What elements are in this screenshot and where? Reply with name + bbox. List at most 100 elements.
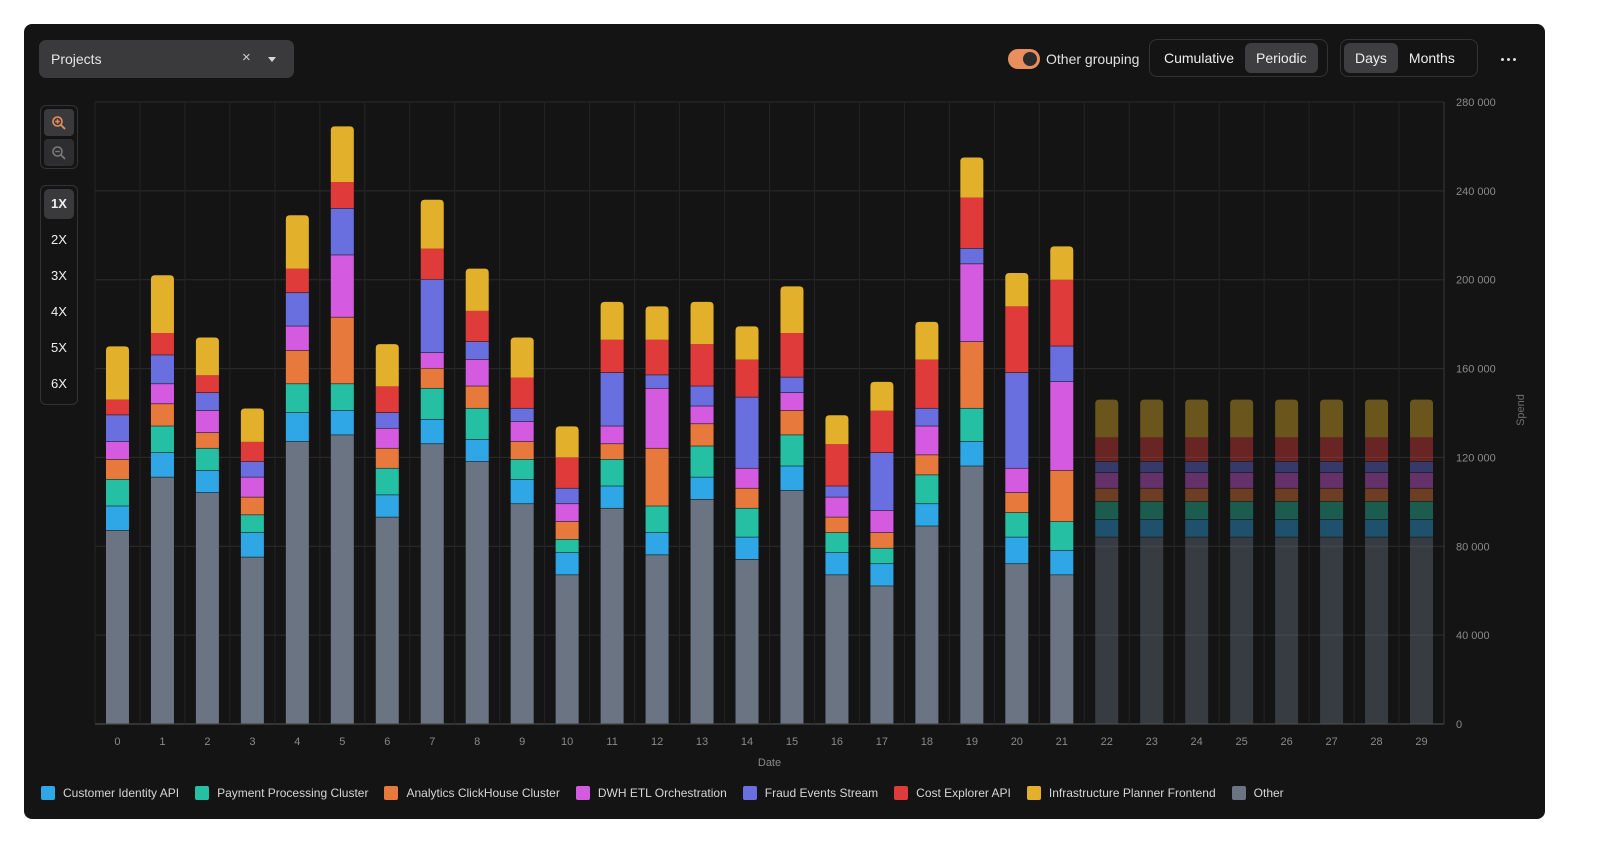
bar-segment	[1275, 399, 1299, 438]
bar-segment	[1005, 373, 1029, 468]
legend-item[interactable]: DWH ETL Orchestration	[575, 786, 727, 800]
bar-segment	[1275, 437, 1299, 462]
legend-label: Payment Processing Cluster	[217, 786, 369, 800]
bar-segment	[690, 446, 714, 477]
legend-label: Customer Identity API	[63, 786, 180, 800]
bar-segment	[285, 350, 309, 384]
bar-segment	[1365, 461, 1389, 473]
bar-segment	[1275, 501, 1299, 520]
multiplier-5x-button[interactable]: 5X	[51, 340, 67, 355]
legend-item[interactable]: Infrastructure Planner Frontend	[1026, 786, 1216, 800]
bar-segment	[960, 157, 984, 198]
y-axis-title: Spend	[1515, 394, 1527, 426]
x-tick-label: 0	[114, 736, 120, 748]
legend-item[interactable]: Fraud Events Stream	[742, 786, 878, 800]
bar-segment	[1185, 488, 1209, 502]
zoom-out-button[interactable]	[44, 139, 74, 166]
legend-swatch	[195, 786, 210, 800]
toggle-knob	[1023, 52, 1037, 66]
other-grouping-toggle[interactable]	[1008, 49, 1040, 69]
y-tick-label: 240 000	[1456, 186, 1496, 198]
more-horizontal-icon[interactable]	[1498, 48, 1520, 70]
bar-segment	[1050, 381, 1074, 471]
bar-segment	[690, 477, 714, 500]
bar-segment	[375, 495, 399, 517]
bar-segment	[600, 444, 624, 460]
bar-segment	[1185, 399, 1209, 438]
legend-item[interactable]: Analytics ClickHouse Cluster	[384, 786, 560, 800]
bar-segment	[150, 275, 174, 334]
bar-segment	[915, 526, 939, 724]
bar-segment	[600, 508, 624, 724]
bar-segment	[600, 373, 624, 426]
bar-segment	[1410, 399, 1434, 438]
stacked-bar-chart: 0 40 000 80 000 120 000 160 000 200 000 240 00…	[94, 97, 1527, 769]
bar-segment	[375, 517, 399, 724]
legend-item[interactable]: Payment Processing Cluster	[195, 786, 368, 800]
bar-segment	[645, 388, 669, 448]
x-tick-label: 12	[651, 736, 663, 748]
chart-legend: Customer Identity API Payment Processing …	[41, 786, 1300, 800]
bar-segment	[555, 552, 579, 575]
tab-months[interactable]: Months	[1408, 50, 1455, 66]
bar-segment	[1095, 519, 1119, 537]
bar-segment	[1365, 488, 1389, 502]
bar-segment	[735, 508, 759, 537]
tab-cumulative[interactable]: Cumulative	[1164, 50, 1235, 66]
y-tick-label: 200 000	[1456, 275, 1496, 287]
bar-segment	[420, 419, 444, 444]
projects-select[interactable]: Projects ×	[39, 40, 294, 78]
chevron-down-icon[interactable]	[268, 57, 276, 62]
chart-panel: Projects × Other grouping Cumulative Per…	[24, 24, 1545, 819]
bar-segment	[465, 268, 489, 311]
bar-segment	[825, 497, 849, 517]
zoom-in-button[interactable]	[44, 109, 74, 136]
bar-segment	[105, 530, 129, 724]
legend-item[interactable]: Other	[1231, 786, 1284, 800]
bar-segment	[465, 359, 489, 386]
bar-segment	[1050, 246, 1074, 280]
bar-segment	[1005, 273, 1029, 307]
bar-segment	[1140, 501, 1164, 520]
bar-segment	[780, 410, 804, 435]
multiplier-3x-button[interactable]: 3X	[51, 268, 67, 283]
bar-segment	[555, 504, 579, 522]
bar-segment	[195, 492, 219, 724]
bar-segment	[1140, 537, 1164, 724]
bar-segment	[870, 381, 894, 411]
bar-segment	[1365, 501, 1389, 520]
bar-segment	[150, 384, 174, 404]
x-tick-label: 26	[1280, 736, 1292, 748]
bar-segment	[510, 459, 534, 480]
x-tick-label: 6	[384, 736, 390, 748]
bar-segment	[870, 410, 894, 453]
bar-segment	[375, 448, 399, 468]
bar-segment	[1275, 488, 1299, 502]
bar-segment	[150, 333, 174, 355]
bar-segment	[105, 346, 129, 400]
multiplier-2x-button[interactable]: 2X	[51, 232, 67, 247]
legend-item[interactable]: Cost Explorer API	[894, 786, 1011, 800]
bar-segment	[1410, 537, 1434, 724]
clear-icon[interactable]: ×	[242, 49, 251, 66]
multiplier-6x-button[interactable]: 6X	[51, 376, 67, 391]
bar-segment	[1320, 472, 1344, 488]
bar-segment	[1140, 437, 1164, 462]
bar-segment	[780, 466, 804, 491]
bar-segment	[510, 377, 534, 408]
x-tick-label: 27	[1325, 736, 1337, 748]
bar-segment	[1230, 437, 1254, 462]
multiplier-4x-button[interactable]: 4X	[51, 304, 67, 319]
bar-segment	[870, 564, 894, 586]
tab-periodic[interactable]: Periodic	[1245, 43, 1318, 73]
x-tick-label: 17	[876, 736, 888, 748]
bar-segment	[285, 413, 309, 442]
y-tick-label: 80 000	[1456, 541, 1490, 553]
x-tick-label: 4	[294, 736, 300, 748]
multiplier-1x-button[interactable]: 1X	[44, 189, 74, 219]
tab-days[interactable]: Days	[1344, 43, 1398, 73]
legend-item[interactable]: Customer Identity API	[41, 786, 179, 800]
bar-segment	[1095, 488, 1119, 502]
bar-segment	[1230, 519, 1254, 537]
bar-segment	[915, 359, 939, 408]
